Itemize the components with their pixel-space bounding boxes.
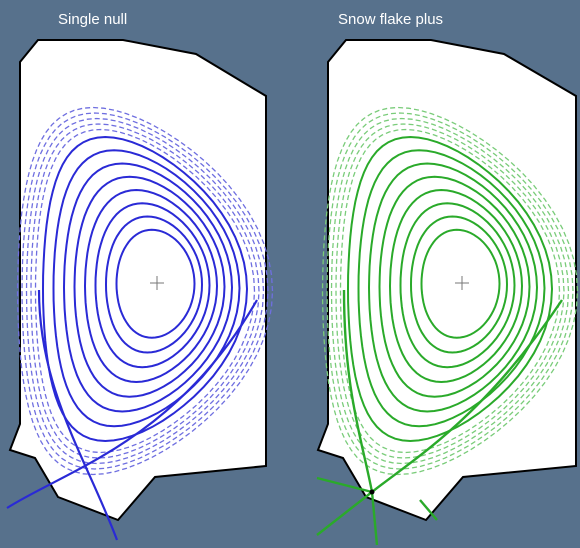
panel-snowflake-plus <box>316 39 579 546</box>
magnetic-axis-marker <box>150 276 164 290</box>
scrape-off-layer-surfaces <box>321 106 579 476</box>
closed-flux-surface <box>83 188 219 384</box>
vessel-wall <box>316 39 577 522</box>
open-flux-surface <box>25 117 265 465</box>
closed-flux-surface <box>104 215 204 354</box>
open-flux-surface <box>335 123 565 459</box>
divertor-leg <box>370 491 379 546</box>
separatrix <box>6 289 258 541</box>
panel-single-null <box>6 39 274 541</box>
divertor-leg <box>316 476 373 494</box>
closed-flux-surface <box>41 135 249 443</box>
closed-flux-surfaces <box>346 135 554 443</box>
vessel-wall <box>8 39 267 522</box>
separatrix-leg <box>371 299 563 493</box>
closed-flux-surface <box>94 202 211 369</box>
closed-flux-surface <box>378 175 531 398</box>
open-flux-surface <box>326 112 574 470</box>
closed-flux-surface <box>115 228 196 339</box>
open-flux-surface <box>330 117 570 465</box>
scrape-off-layer-surfaces <box>16 106 274 476</box>
closed-flux-surface <box>367 162 539 413</box>
closed-flux-surface <box>73 175 226 398</box>
separatrix-leg <box>342 289 374 493</box>
open-flux-surface <box>30 123 260 459</box>
open-flux-surface <box>339 128 561 454</box>
closed-flux-surface <box>62 162 234 413</box>
closed-flux-surface <box>52 149 241 428</box>
separatrix <box>316 289 563 546</box>
open-flux-surface <box>21 112 269 470</box>
closed-flux-surface <box>346 135 554 443</box>
separatrix-leg <box>37 289 119 541</box>
panel-title-single-null: Single null <box>58 11 128 28</box>
x-point-marker <box>369 489 375 495</box>
divertor-leg <box>316 491 373 536</box>
closed-flux-surface <box>357 149 546 428</box>
divertor-leg <box>419 499 438 521</box>
separatrix-leg <box>6 299 258 509</box>
closed-flux-surface <box>409 215 509 354</box>
closed-flux-surface <box>399 202 516 369</box>
closed-flux-surfaces <box>41 135 249 443</box>
closed-flux-surface <box>388 188 524 384</box>
magnetic-axis-marker <box>455 276 469 290</box>
closed-flux-surface <box>420 228 501 339</box>
open-flux-surface <box>34 128 256 454</box>
panel-title-snowflake-plus: Snow flake plus <box>338 11 444 28</box>
